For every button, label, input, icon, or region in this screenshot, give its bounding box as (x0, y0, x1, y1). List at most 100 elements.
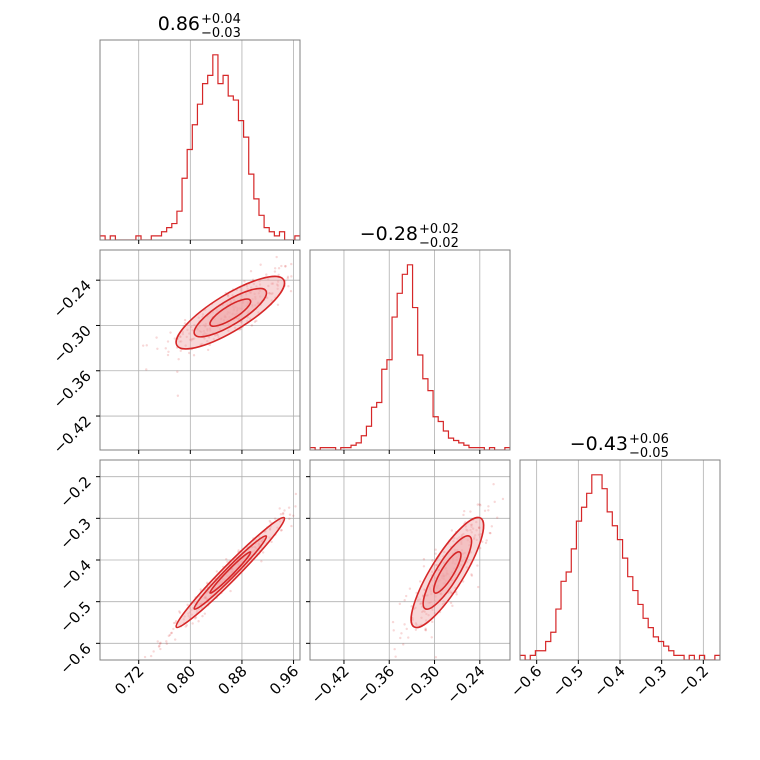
scatter-point (168, 633, 172, 637)
scatter-point (158, 644, 161, 648)
scatter-point (451, 604, 454, 608)
scatter-point (180, 340, 183, 343)
scatter-point (241, 559, 244, 562)
scatter-point (442, 577, 446, 581)
scatter-point (276, 284, 280, 287)
scatter-point (477, 526, 481, 530)
scatter-point (257, 311, 260, 314)
scatter-point (422, 609, 425, 613)
scatter-point (181, 332, 185, 336)
scatter-point (230, 571, 233, 574)
scatter-point (460, 540, 463, 544)
scatter-point (220, 317, 223, 320)
x-tick-label-param-1: −0.24 (443, 662, 488, 707)
scatter-point (219, 318, 223, 321)
scatter-point (188, 338, 192, 341)
scatter-point (173, 337, 176, 340)
scatter-point (269, 521, 272, 524)
scatter-point (165, 640, 168, 643)
scatter-point (256, 302, 259, 305)
scatter-point (206, 327, 209, 331)
contour-level-3 (209, 551, 252, 594)
scatter-point (228, 316, 231, 319)
scatter-point (399, 667, 401, 669)
scatter-point (257, 544, 260, 548)
scatter-point (477, 526, 481, 529)
scatter-point (239, 287, 243, 290)
scatter-point (198, 329, 201, 333)
y-tick-label-param-1: −0.42 (50, 412, 95, 457)
scatter-point (206, 348, 210, 352)
scatter-point (214, 334, 217, 337)
scatter-point (198, 325, 201, 328)
scatter-point (289, 289, 293, 293)
x-tick-label-param-1: −0.42 (308, 662, 353, 707)
x-tick-label-param-0: 0.88 (214, 662, 250, 698)
scatter-point (239, 321, 243, 324)
scatter-point (460, 549, 464, 552)
scatter-point (445, 572, 449, 575)
scatter-point (244, 293, 248, 296)
scatter-point (224, 316, 227, 319)
scatter-point (190, 613, 193, 616)
scatter-point (185, 624, 189, 627)
scatter-point (207, 336, 211, 339)
scatter-point (448, 590, 452, 593)
scatter-point (258, 279, 261, 283)
scatter-point (236, 306, 239, 310)
scatter-point (451, 557, 455, 560)
scatter-point (323, 269, 325, 271)
scatter-point (442, 561, 446, 565)
scatter-point (450, 571, 454, 574)
scatter-point (478, 526, 481, 530)
scatter-point (479, 504, 482, 507)
scatter-point (442, 574, 445, 578)
scatter-point (253, 292, 256, 296)
scatter-point (267, 284, 270, 288)
panel-2-0: 0.72 0.80 0.88 0.96 −0.6−0.5 −0.4 −0.3−0.2 (56, 459, 302, 698)
scatter-point (169, 331, 172, 334)
scatter-point (157, 645, 161, 648)
scatter-point (249, 291, 252, 294)
scatter-point (178, 340, 181, 343)
scatter-point (442, 575, 446, 578)
scatter-point (249, 269, 253, 273)
scatter-point (277, 273, 280, 277)
scatter-point (231, 570, 234, 574)
scatter-point (463, 551, 466, 555)
scatter-point (268, 292, 271, 295)
title-param-1-value: −0.28 (360, 223, 418, 245)
scatter-point (286, 275, 290, 279)
scatter-point (223, 314, 227, 317)
scatter-point (222, 318, 226, 322)
scatter-point (174, 620, 178, 623)
scatter-point (484, 541, 488, 545)
scatter-point (231, 567, 234, 571)
scatter-point (466, 529, 469, 532)
scatter-point (261, 537, 265, 541)
scatter-point (241, 301, 244, 304)
scatter-point (209, 329, 212, 332)
scatter-point (462, 513, 465, 517)
scatter-point (277, 267, 281, 270)
scatter-point (452, 539, 455, 543)
panel-titles: 0.86 +0.04 −0.03 −0.28 +0.02 −0.02 −0.43… (158, 12, 669, 461)
scatter-point (233, 313, 237, 316)
scatter-point (258, 283, 262, 286)
scatter-point (424, 629, 428, 632)
scatter-point (217, 335, 220, 339)
scatter-point (245, 285, 249, 288)
scatter-point (287, 506, 291, 509)
scatter-point (259, 263, 262, 266)
scatter-point (294, 505, 297, 508)
scatter-point (194, 617, 197, 620)
x-tick-label-param-2: −0.3 (632, 662, 670, 700)
histogram-step-line (310, 264, 510, 450)
scatter-point (176, 394, 180, 397)
scatter-point (204, 595, 207, 598)
scatter-point (260, 540, 263, 543)
scatter-point (253, 304, 257, 307)
scatter-point (487, 509, 490, 512)
title-param-1-minus: −0.02 (419, 236, 459, 251)
scatter-point (254, 538, 257, 541)
